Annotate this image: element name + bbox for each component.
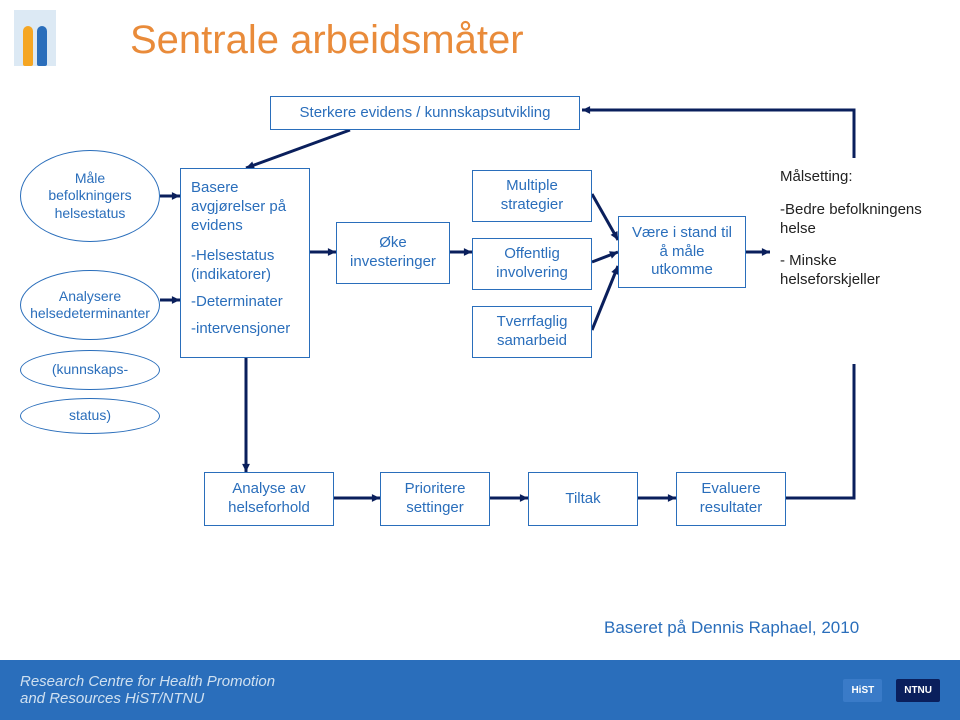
bottom-box-0: Analyse av helseforhold [204,472,334,526]
footer-logo: NTNU [896,679,940,702]
footer-logos: HiST NTNU [843,679,940,702]
ellipse-e3: (kunnskaps- [20,350,160,390]
strategy-box-2: Tverrfaglig samarbeid [472,306,592,358]
footer-org-text: Research Centre for Health Promotion and… [20,673,275,707]
bottom-box-2: Tiltak [528,472,638,526]
ellipse-e4: status) [20,398,160,434]
corner-logo [14,10,56,66]
slide-title: Sentrale arbeidsmåter [130,18,524,63]
basere-line: -Determinater [191,293,299,312]
ellipse-e2: Analysere helsedeterminanter [20,270,160,340]
top-evidence-box: Sterkere evidens / kunnskapsutvikling [270,96,580,130]
slide: Sentrale arbeidsmåter Sterkere evidens /… [0,0,960,720]
vaere-i-stand-box: Være i stand til å måle utkomme [618,216,746,288]
oke-investeringer-box: Øke investeringer [336,222,450,284]
basere-line: Basere avgjørelser på evidens [191,179,299,235]
basere-line: -Helsestatus (indikatorer) [191,247,299,285]
maalsetting-item: - Minske helseforskjeller [780,252,928,290]
ellipse-e1: Måle befolkningers helsestatus [20,150,160,242]
basere-box: Basere avgjørelser på evidens -Helsestatu… [180,168,310,358]
maalsetting-box: Målsetting: -Bedre befolkningens helse - M… [770,158,938,364]
source-citation: Baseret på Dennis Raphael, 2010 [604,618,859,638]
bottom-box-1: Prioritere settinger [380,472,490,526]
strategy-box-0: Multiple strategier [472,170,592,222]
logo-figure-2 [37,26,47,66]
bottom-box-3: Evaluere resultater [676,472,786,526]
footer-logo: HiST [843,679,882,702]
footer-bar: Research Centre for Health Promotion and… [0,660,960,720]
maalsetting-item: -Bedre befolkningens helse [780,201,928,239]
maalsetting-heading: Målsetting: [780,168,928,187]
strategy-box-1: Offentlig involvering [472,238,592,290]
basere-line: -intervensjoner [191,320,299,339]
logo-figure-1 [23,26,33,66]
